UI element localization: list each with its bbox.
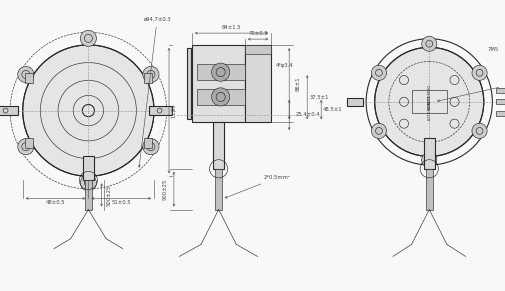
Bar — [197, 64, 245, 80]
Bar — [213, 122, 224, 169]
Circle shape — [422, 152, 437, 168]
Circle shape — [422, 36, 437, 51]
Text: 70±0.5: 70±0.5 — [248, 31, 268, 36]
Circle shape — [212, 63, 230, 81]
Circle shape — [212, 88, 230, 106]
Text: 86±1: 86±1 — [295, 76, 300, 91]
Text: 1±99: 1±99 — [171, 103, 176, 118]
Text: LOTEKBIO: LOTEKBIO — [427, 84, 431, 104]
Circle shape — [143, 139, 159, 155]
Text: 37.5±1: 37.5±1 — [309, 95, 329, 100]
Circle shape — [472, 65, 487, 80]
Text: ECM20: ECM20 — [427, 95, 431, 109]
Bar — [197, 89, 245, 105]
Bar — [424, 138, 435, 169]
Bar — [149, 106, 172, 115]
Circle shape — [143, 66, 159, 83]
Circle shape — [472, 123, 487, 139]
Circle shape — [375, 47, 484, 156]
Circle shape — [80, 30, 96, 47]
Text: 48±0.5: 48±0.5 — [46, 200, 65, 205]
Bar — [496, 111, 505, 116]
Bar — [412, 90, 447, 113]
Bar — [192, 45, 245, 122]
Bar — [144, 139, 152, 148]
Bar — [25, 73, 33, 83]
Circle shape — [371, 123, 386, 139]
Bar — [245, 45, 271, 122]
Bar — [83, 156, 94, 180]
Bar — [85, 180, 92, 210]
Bar — [144, 73, 152, 83]
Circle shape — [18, 66, 34, 83]
Bar — [347, 98, 363, 106]
Text: 25: 25 — [437, 83, 505, 102]
Circle shape — [18, 139, 34, 155]
Bar — [0, 106, 18, 115]
Bar — [426, 169, 432, 210]
Bar — [25, 139, 33, 148]
Bar — [245, 45, 271, 54]
Text: ø94.7±0.3: ø94.7±0.3 — [138, 17, 171, 167]
Bar — [215, 169, 222, 210]
Text: LOTEKBIO: LOTEKBIO — [427, 100, 431, 120]
Text: 51±0.5: 51±0.5 — [112, 200, 131, 205]
Text: 4*φ3.4: 4*φ3.4 — [276, 63, 294, 68]
Text: 2*0.5mm²: 2*0.5mm² — [225, 175, 291, 198]
Bar — [496, 88, 505, 93]
Text: 48.5±1: 48.5±1 — [323, 107, 343, 112]
Circle shape — [80, 175, 96, 191]
Text: 500±25: 500±25 — [107, 184, 112, 206]
Bar — [496, 100, 505, 104]
Text: 25.4±0.4: 25.4±0.4 — [295, 112, 320, 118]
Circle shape — [371, 65, 386, 80]
Text: 500±25: 500±25 — [163, 178, 168, 200]
Bar — [187, 48, 191, 119]
Text: 84±1.5: 84±1.5 — [222, 25, 241, 30]
Circle shape — [23, 45, 154, 176]
Text: 7M5: 7M5 — [487, 47, 498, 52]
